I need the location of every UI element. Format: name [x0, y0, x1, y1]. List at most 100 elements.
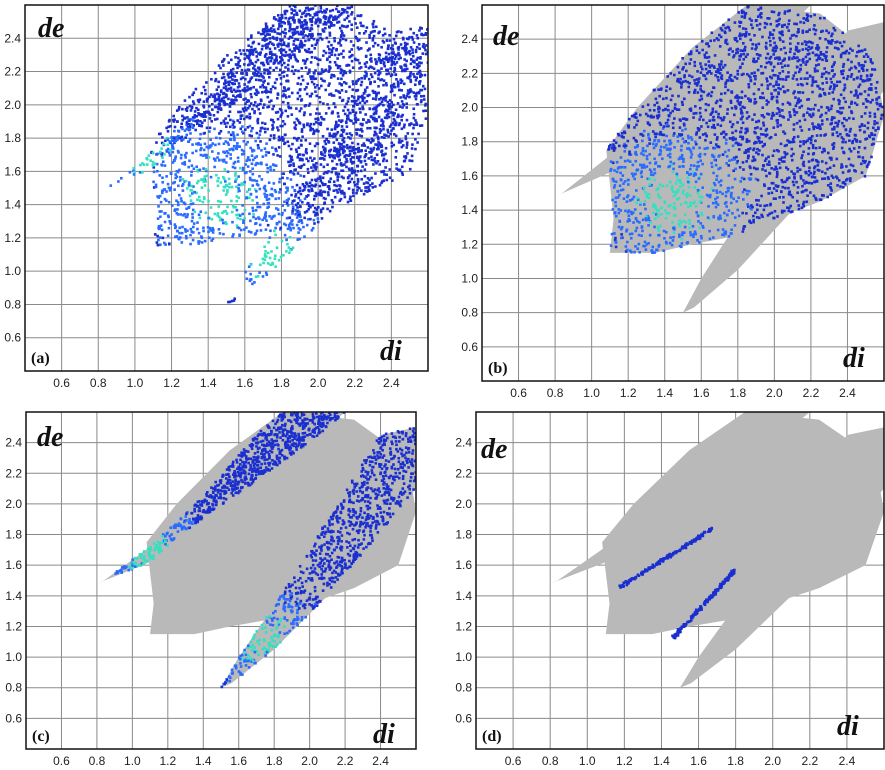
data-point — [196, 108, 200, 111]
data-point — [403, 58, 406, 61]
data-point — [382, 179, 386, 183]
data-point — [735, 39, 739, 43]
data-point — [377, 85, 380, 88]
data-point — [769, 61, 773, 65]
data-point — [187, 165, 191, 169]
data-point — [203, 175, 207, 178]
data-point — [268, 66, 272, 70]
data-point — [726, 186, 730, 190]
data-point — [245, 71, 248, 75]
data-point — [708, 195, 712, 199]
data-point — [291, 223, 294, 226]
data-point — [339, 197, 343, 201]
data-point — [806, 40, 809, 44]
data-point — [370, 66, 374, 69]
data-point — [394, 42, 397, 45]
data-point — [770, 181, 774, 185]
data-point — [339, 162, 343, 165]
data-point — [660, 206, 663, 210]
data-point — [837, 47, 840, 51]
data-point — [749, 38, 753, 42]
data-point — [336, 66, 340, 70]
data-point — [692, 116, 695, 119]
data-point — [831, 69, 835, 72]
data-point — [424, 31, 428, 35]
data-point — [718, 33, 721, 37]
data-point — [644, 207, 647, 211]
data-point — [329, 20, 332, 24]
data-point — [801, 83, 804, 87]
data-point — [332, 23, 336, 27]
data-point — [270, 193, 274, 196]
data-point — [244, 97, 247, 101]
data-point — [269, 229, 272, 233]
data-point — [238, 214, 242, 217]
data-point — [776, 215, 779, 218]
data-point — [772, 216, 775, 220]
data-point — [645, 195, 649, 198]
data-point — [673, 214, 676, 217]
data-point — [745, 138, 749, 141]
data-point — [746, 72, 749, 76]
data-point — [635, 226, 639, 230]
data-point — [680, 157, 684, 160]
data-point — [332, 16, 335, 19]
data-point — [319, 157, 322, 160]
data-point — [354, 119, 358, 122]
data-point — [756, 15, 760, 18]
data-point — [646, 177, 650, 181]
data-point — [271, 215, 274, 219]
data-point — [217, 64, 221, 67]
data-point — [265, 43, 268, 46]
data-point — [276, 14, 280, 17]
data-point — [804, 47, 808, 51]
data-point — [261, 275, 265, 278]
data-point — [298, 205, 302, 208]
data-point — [725, 190, 728, 194]
data-point — [178, 193, 181, 197]
data-point — [374, 185, 377, 188]
data-point — [213, 95, 217, 98]
data-point — [316, 84, 319, 87]
data-point — [392, 127, 395, 130]
data-point — [340, 69, 344, 72]
data-point — [384, 152, 387, 156]
data-point — [640, 170, 643, 173]
data-point — [278, 25, 281, 28]
data-point — [264, 91, 268, 94]
data-point — [402, 95, 405, 99]
data-point — [816, 168, 820, 172]
data-point — [347, 117, 350, 120]
data-point — [256, 119, 259, 122]
data-point — [211, 142, 214, 145]
data-point — [256, 205, 259, 209]
data-point — [394, 54, 398, 58]
data-point — [306, 82, 310, 86]
data-point — [363, 155, 367, 159]
data-point — [278, 155, 282, 158]
data-point — [717, 145, 721, 149]
data-point — [410, 147, 414, 150]
data-point — [300, 75, 304, 78]
data-point — [141, 171, 144, 174]
data-point — [794, 48, 798, 52]
data-point — [789, 210, 793, 214]
data-point — [382, 169, 386, 173]
data-point — [256, 274, 260, 278]
data-point — [753, 158, 756, 162]
data-point — [725, 205, 728, 208]
data-point — [293, 47, 296, 50]
data-point — [297, 76, 301, 80]
data-point — [373, 80, 376, 84]
data-point — [308, 14, 312, 17]
data-point — [420, 33, 423, 37]
data-point — [676, 178, 679, 182]
data-point — [771, 114, 774, 118]
data-point — [399, 141, 402, 144]
data-point — [327, 170, 330, 173]
data-point — [854, 66, 858, 70]
data-point — [405, 94, 409, 98]
data-point — [259, 140, 262, 143]
data-point — [763, 184, 766, 188]
data-point — [323, 139, 327, 143]
